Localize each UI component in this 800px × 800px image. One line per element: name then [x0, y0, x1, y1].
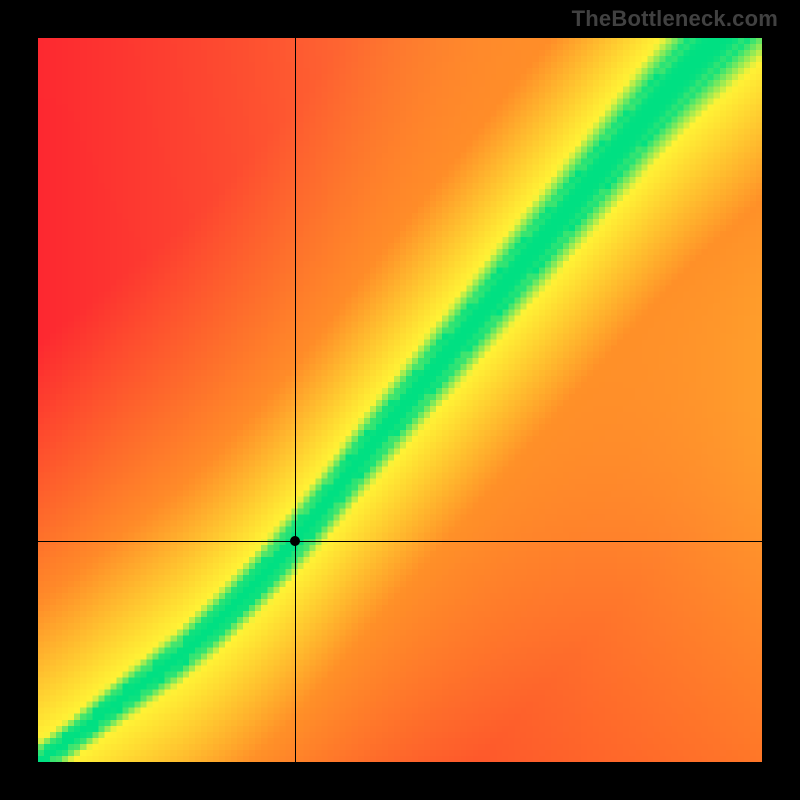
crosshair-vertical	[295, 38, 296, 762]
watermark-text: TheBottleneck.com	[572, 6, 778, 32]
chart-container: TheBottleneck.com	[0, 0, 800, 800]
heatmap-canvas	[38, 38, 762, 762]
heatmap-plot-area	[38, 38, 762, 762]
crosshair-horizontal	[38, 541, 762, 542]
